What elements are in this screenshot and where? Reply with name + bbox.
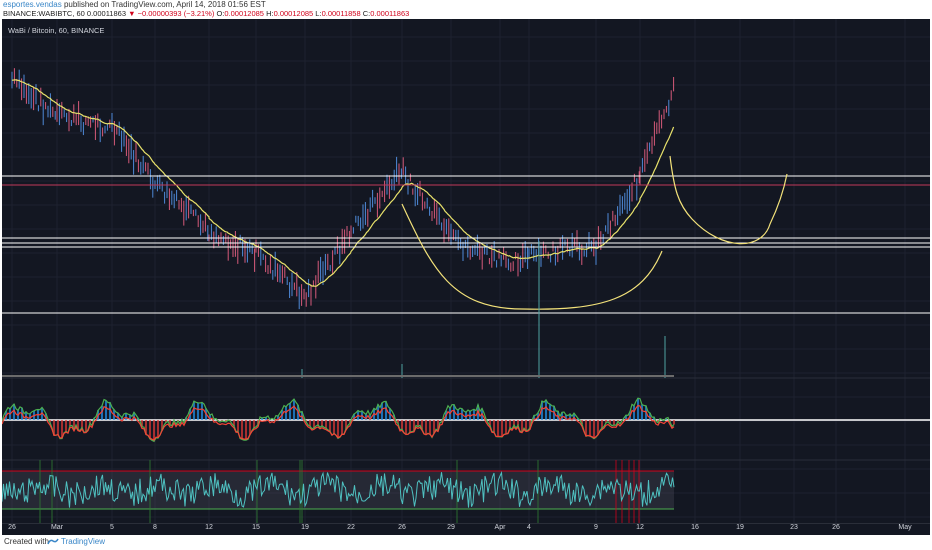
time-axis-tick: Apr [494, 524, 506, 531]
time-axis-tick: 8 [153, 524, 157, 531]
ohlc-line: BINANCE:WABIBTC, 60 0.00011863 ▼ −0.0000… [3, 9, 409, 18]
time-axis-tick: 15 [252, 524, 260, 531]
chart-area[interactable]: WaBi / Bitcoin, 60, BINANCE [2, 19, 930, 523]
symbol-label: WaBi / Bitcoin, 60, BINANCE [8, 26, 105, 35]
high-value: 0.00012085 [273, 9, 314, 18]
handle-drawing [669, 155, 788, 245]
tradingview-logo-icon [47, 538, 59, 545]
time-axis-tick: 19 [736, 524, 744, 531]
time-axis-tick: 26 [8, 524, 16, 531]
oscillator-signal-line [2, 404, 675, 441]
last-price: 0.00011863 [86, 9, 126, 18]
open-value: 0.00012085 [224, 9, 264, 18]
time-axis-tick: 26 [398, 524, 406, 531]
created-with-text: Created with [4, 537, 49, 546]
high-label: H: [266, 9, 274, 18]
symbol-text: BINANCE:WABIBTC, 60 [3, 9, 85, 18]
open-label: O: [216, 9, 225, 18]
time-axis-tick: 5 [110, 524, 114, 531]
time-axis-tick: 9 [594, 524, 598, 531]
oscillator-line [2, 397, 675, 443]
low-label: L: [315, 9, 322, 18]
price-change: ▼ −0.00000393 (−3.21%) [128, 9, 215, 18]
rsi-line [2, 470, 675, 508]
footer: Created with TradingView [0, 535, 932, 550]
author-link[interactable]: esportes.vendas [3, 0, 62, 9]
cup-drawing [401, 203, 663, 310]
moving-average-line [11, 79, 675, 287]
time-axis-tick: 23 [790, 524, 798, 531]
close-value: 0.00011863 [370, 9, 410, 18]
time-axis-tick: 29 [447, 524, 455, 531]
chart-canvas[interactable] [2, 19, 930, 523]
tradingview-brand[interactable]: TradingView [61, 537, 106, 546]
chart-header: esportes.vendas published on TradingView… [0, 0, 932, 19]
published-text: published on TradingView.com, April 14, … [63, 0, 266, 9]
time-axis-tick: Mar [50, 524, 64, 531]
time-axis[interactable]: 26 Mar 5 8 12 15 19 22 26 29 Apr 4 9 12 16 19 23 26 May [2, 523, 930, 535]
time-axis-tick: 12 [636, 524, 644, 531]
low-value: 0.00011858 [321, 9, 361, 18]
time-axis-tick: 16 [691, 524, 699, 531]
close-label: C: [362, 9, 371, 18]
publish-line: esportes.vendas published on TradingView… [3, 0, 266, 9]
time-axis-tick: 12 [205, 524, 213, 531]
time-axis-tick: 19 [301, 524, 309, 531]
time-axis-tick: 4 [527, 524, 531, 531]
time-axis-tick: 26 [832, 524, 840, 531]
time-axis-tick: 22 [347, 524, 355, 531]
time-axis-tick: May [898, 524, 912, 531]
